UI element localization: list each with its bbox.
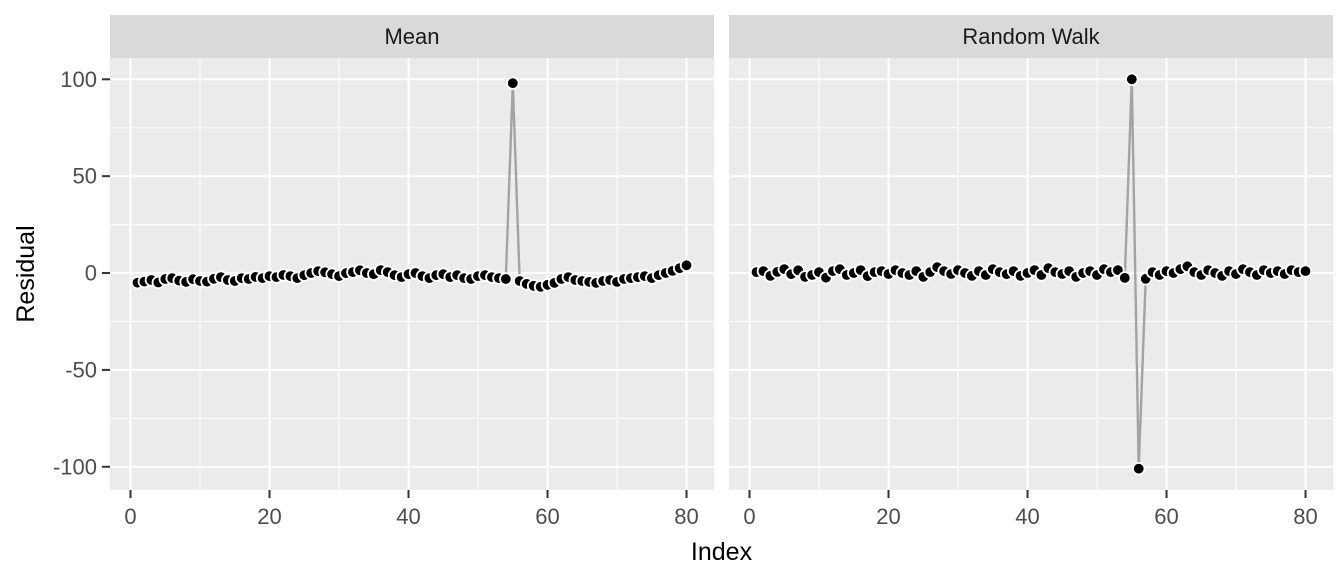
y-tick-label: 0 — [85, 261, 97, 286]
data-point — [1131, 462, 1146, 476]
facet-strip-label: Random Walk — [962, 24, 1100, 49]
facet-strip — [110, 15, 714, 58]
x-tick-label: 80 — [1293, 504, 1317, 529]
data-point — [499, 272, 513, 286]
x-tick-label: 60 — [1154, 504, 1178, 529]
data-point — [506, 76, 520, 90]
data-point — [1298, 264, 1313, 278]
data-point — [1125, 72, 1139, 87]
y-tick-label: -100 — [53, 454, 97, 479]
x-tick-label: 40 — [396, 504, 420, 529]
x-tick-label: 60 — [535, 504, 559, 529]
facet-strip-label: Mean — [384, 24, 439, 49]
y-tick-label: 50 — [73, 164, 97, 189]
y-axis-title: Residual — [12, 225, 40, 322]
facet-strip — [729, 15, 1333, 58]
data-point — [1118, 271, 1132, 285]
y-tick-label: -50 — [65, 357, 97, 382]
x-tick-label: 0 — [743, 504, 755, 529]
x-tick-label: 40 — [1015, 504, 1039, 529]
y-tick-label: 100 — [60, 67, 97, 92]
x-tick-label: 0 — [124, 504, 136, 529]
x-axis-title: Index — [691, 538, 753, 566]
x-tick-label: 20 — [876, 504, 900, 529]
x-tick-label: 80 — [674, 504, 698, 529]
data-point — [679, 258, 694, 273]
x-tick-label: 20 — [257, 504, 281, 529]
